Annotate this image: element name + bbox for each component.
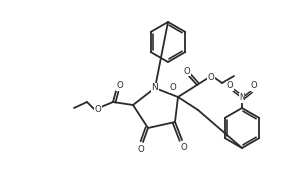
Text: O: O: [95, 104, 101, 113]
Text: O: O: [251, 81, 257, 90]
Text: O: O: [180, 143, 187, 152]
Text: O: O: [170, 84, 176, 93]
Text: N: N: [239, 94, 245, 103]
Text: N: N: [152, 84, 158, 93]
Text: O: O: [138, 146, 144, 155]
Text: O: O: [227, 81, 233, 90]
Text: O: O: [208, 73, 214, 81]
Text: O: O: [184, 66, 190, 75]
Text: O: O: [117, 81, 124, 90]
